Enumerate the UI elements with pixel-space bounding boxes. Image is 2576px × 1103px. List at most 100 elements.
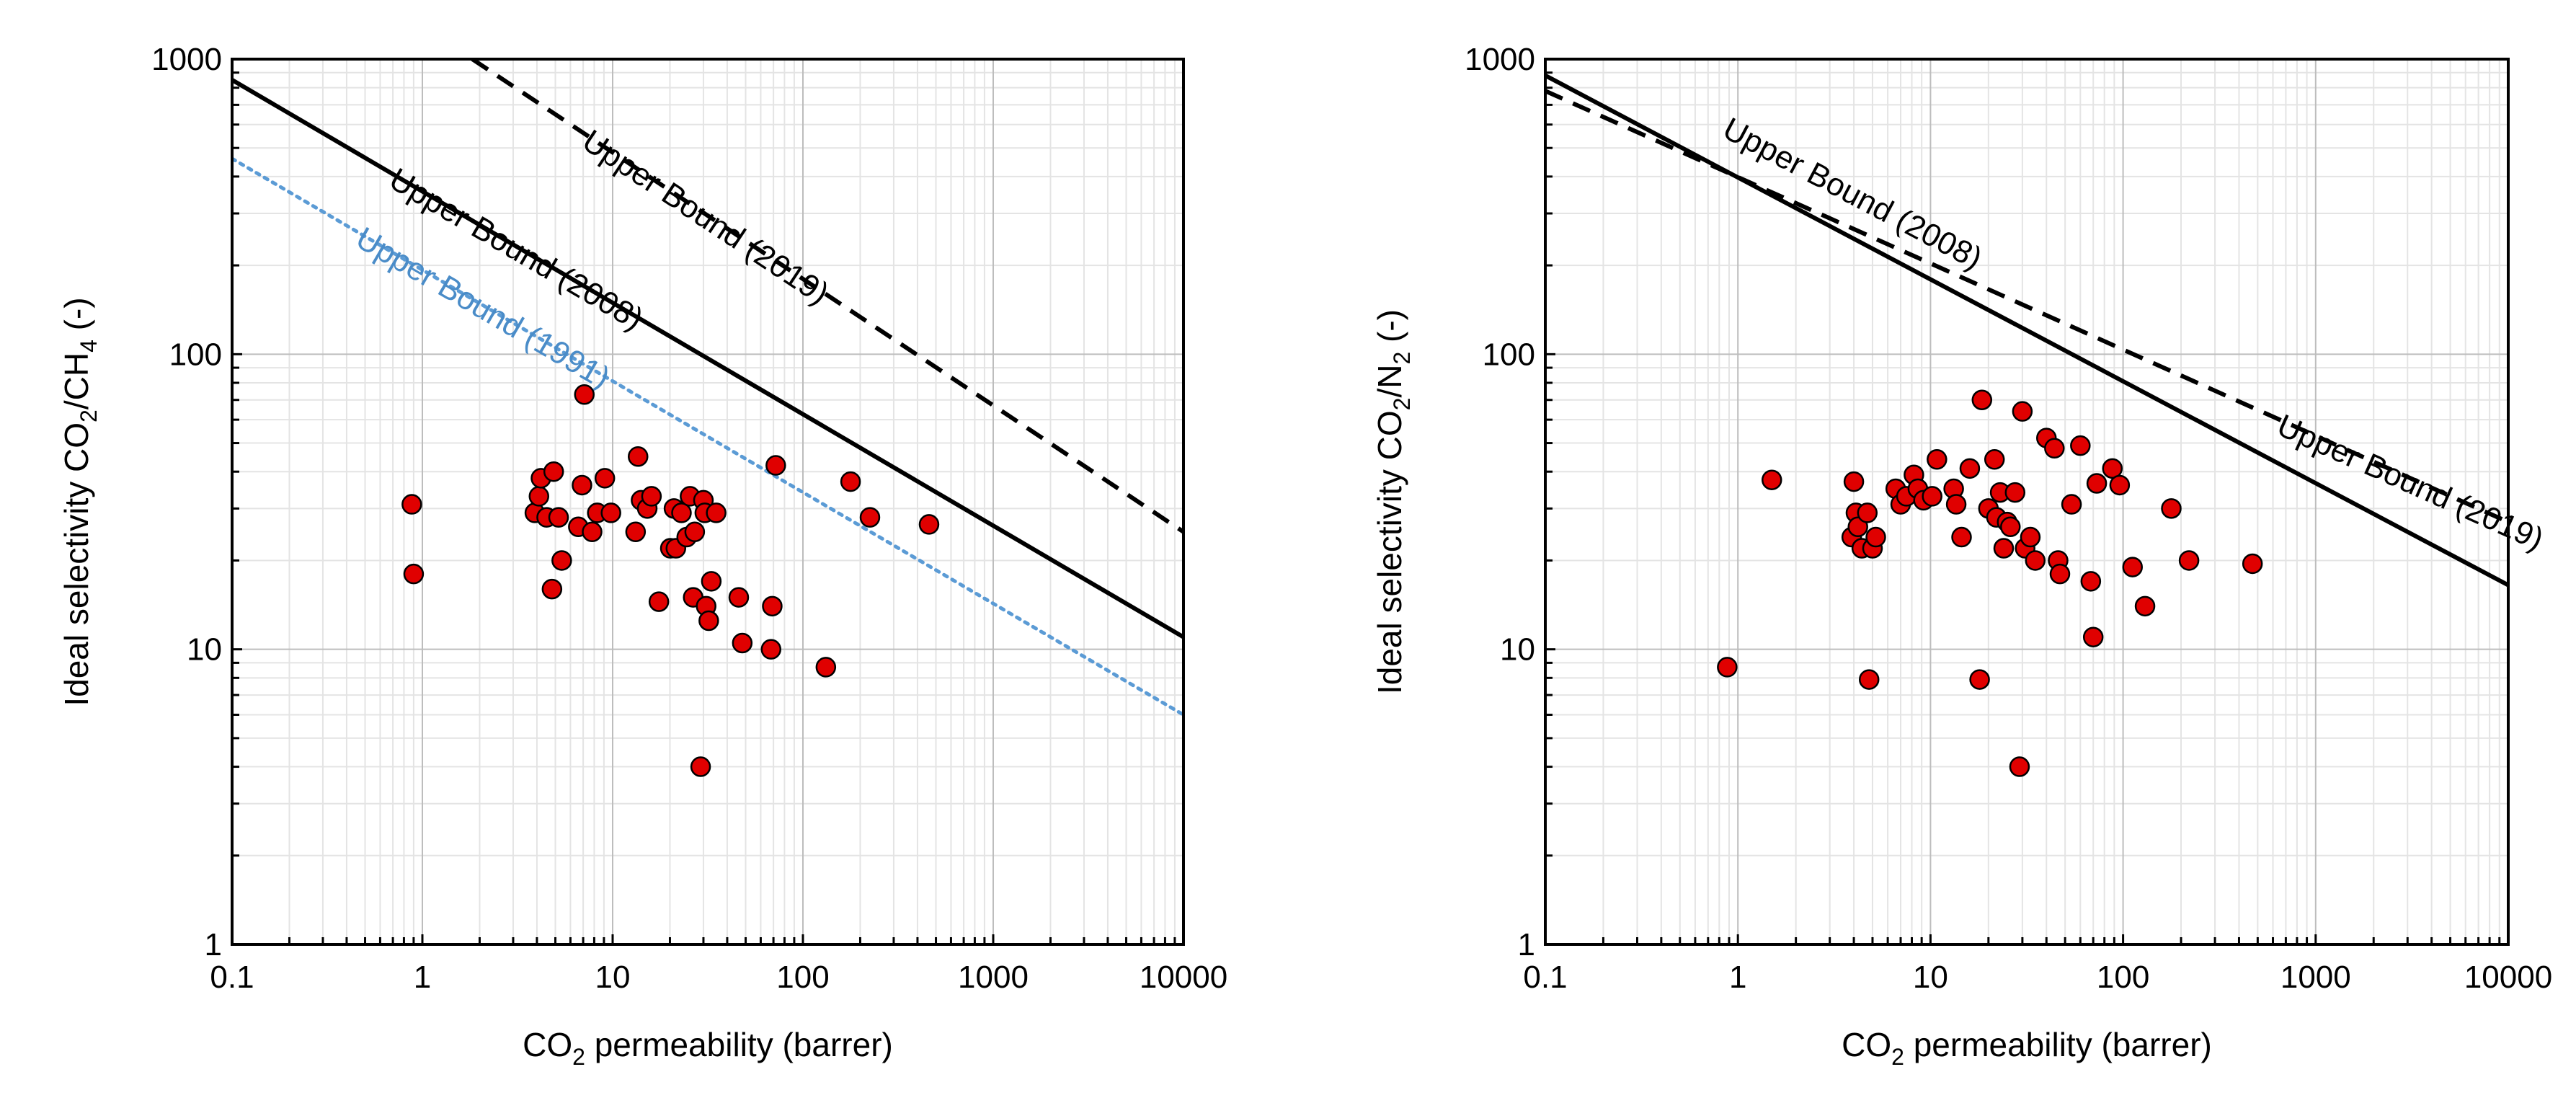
x-tick-label: 10000 [1140,960,1227,995]
upper-bound-line [1545,74,2508,588]
data-point [551,550,572,571]
data-point [1843,471,1865,492]
data-point [574,384,595,405]
data-point [2020,526,2041,548]
y-tick-label: 10 [187,632,222,668]
data-point [2009,756,2030,777]
data-point [1945,494,1967,515]
data-point [1969,669,1990,690]
x-tick-label: 1 [414,960,431,995]
x-tick-label: 0.1 [210,960,254,995]
data-point [1762,469,1782,490]
data-point [2242,553,2263,575]
data-point [541,578,563,600]
data-point [840,471,861,492]
data-point [1971,389,1993,410]
x-axis-title: CO2 permeability (barrer) [1842,1026,2212,1070]
data-point [528,486,550,507]
data-point [2004,482,2026,503]
y-axis-title: Ideal selectivity CO2/N2 (-) [1371,309,1415,694]
data-point [2012,401,2033,422]
data-point [815,657,837,678]
plot-frame [231,58,1185,946]
data-point [1993,538,2015,559]
data-point [1858,669,1880,690]
data-point [1922,486,1942,507]
data-point [690,756,711,777]
upper-bound-line [471,59,1183,534]
data-point [698,610,719,632]
grid [1545,58,2509,945]
data-point [918,514,940,535]
data-point [1857,502,1878,523]
data-point [572,474,592,496]
data-point [2025,550,2046,571]
upper-bound-line [232,156,1183,717]
x-tick-label: 10 [595,960,631,995]
data-point [1717,657,1738,678]
data-point [600,502,621,523]
data-point [548,507,569,528]
data-point [2000,516,2021,538]
data-point [2109,474,2131,496]
data-point [594,468,616,489]
grid [231,58,1184,945]
data-point [1951,526,1972,548]
data-point [2102,458,2123,479]
data-point [732,632,753,654]
plot-frame [1544,58,2510,946]
y-tick-label: 100 [1483,337,1535,372]
data-point [648,591,670,612]
data-point [671,502,692,523]
x-tick-label: 10 [1913,960,1948,995]
data-point [1959,458,1981,479]
data-point [1847,516,1868,538]
x-tick-label: 1 [1729,960,1746,995]
data-point [2049,563,2071,585]
data-point [543,461,564,482]
data-point [762,595,783,617]
data-points [1717,389,2263,777]
data-point [2086,473,2108,494]
upper-bound-line [232,78,1183,639]
data-point [684,521,706,543]
upper-bound-line [1545,89,2508,524]
y-tick-label: 1000 [1465,42,1535,77]
upper-bounds [232,59,1183,717]
x-tick-label: 100 [2097,960,2149,995]
data-point [401,494,422,515]
data-point [1984,449,2005,470]
x-tick-label: 10000 [2464,960,2552,995]
x-tick-label: 100 [776,960,829,995]
data-points [401,384,940,777]
data-point [2080,571,2102,592]
data-point [760,639,782,660]
data-point [582,521,603,543]
data-point [859,507,881,528]
y-tick-label: 1 [1518,927,1535,962]
data-point [2161,498,2182,519]
x-tick-label: 1000 [958,960,1029,995]
y-axis-title: Ideal selectivity CO2/CH4 (-) [58,297,102,706]
upper-bounds [1545,74,2508,588]
data-point [1865,526,1886,548]
data-point [641,486,662,507]
x-tick-label: 0.1 [1523,960,1567,995]
data-point [728,587,750,608]
data-point [2082,626,2104,647]
data-point [625,521,647,543]
x-axis-title: CO2 permeability (barrer) [523,1026,893,1070]
data-point [701,571,722,592]
data-point [2070,435,2091,456]
data-point [2178,550,2200,571]
x-tick-label: 1000 [2280,960,2351,995]
data-point [2134,595,2156,617]
data-point [706,502,727,523]
data-point [2122,557,2144,577]
data-point [765,455,786,476]
y-tick-label: 1 [205,927,222,962]
data-point [1927,449,1947,470]
data-point [2044,438,2065,459]
